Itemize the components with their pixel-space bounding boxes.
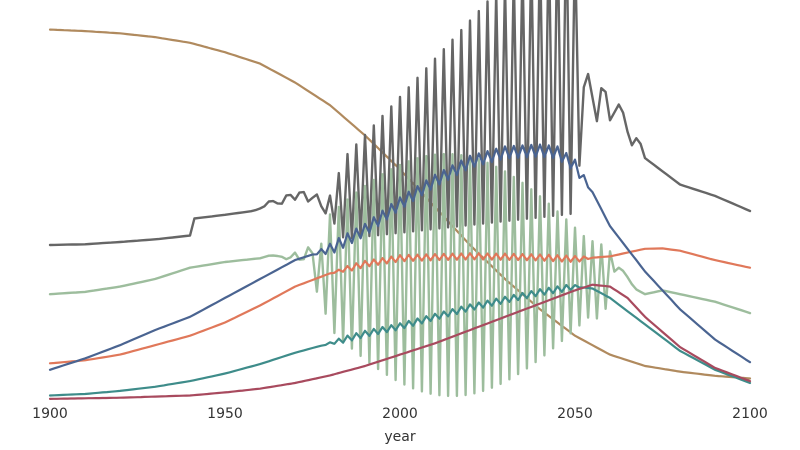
series-line bbox=[48, 283, 752, 400]
x-tick-label: 1900 bbox=[32, 406, 68, 422]
x-axis-label: year bbox=[384, 429, 415, 445]
series-line bbox=[48, 143, 752, 371]
x-tick-label: 2100 bbox=[732, 406, 768, 422]
x-tick-label: 2000 bbox=[382, 406, 418, 422]
x-tick-label: 2050 bbox=[557, 406, 593, 422]
series-line bbox=[48, 0, 752, 247]
series-line bbox=[48, 283, 752, 397]
x-axis-ticks: 1900 1950 2000 2050 2100 bbox=[32, 406, 768, 422]
x-tick-label: 1950 bbox=[207, 406, 243, 422]
series-layer bbox=[48, 0, 752, 400]
series-line bbox=[48, 247, 752, 365]
series-line bbox=[48, 152, 752, 398]
